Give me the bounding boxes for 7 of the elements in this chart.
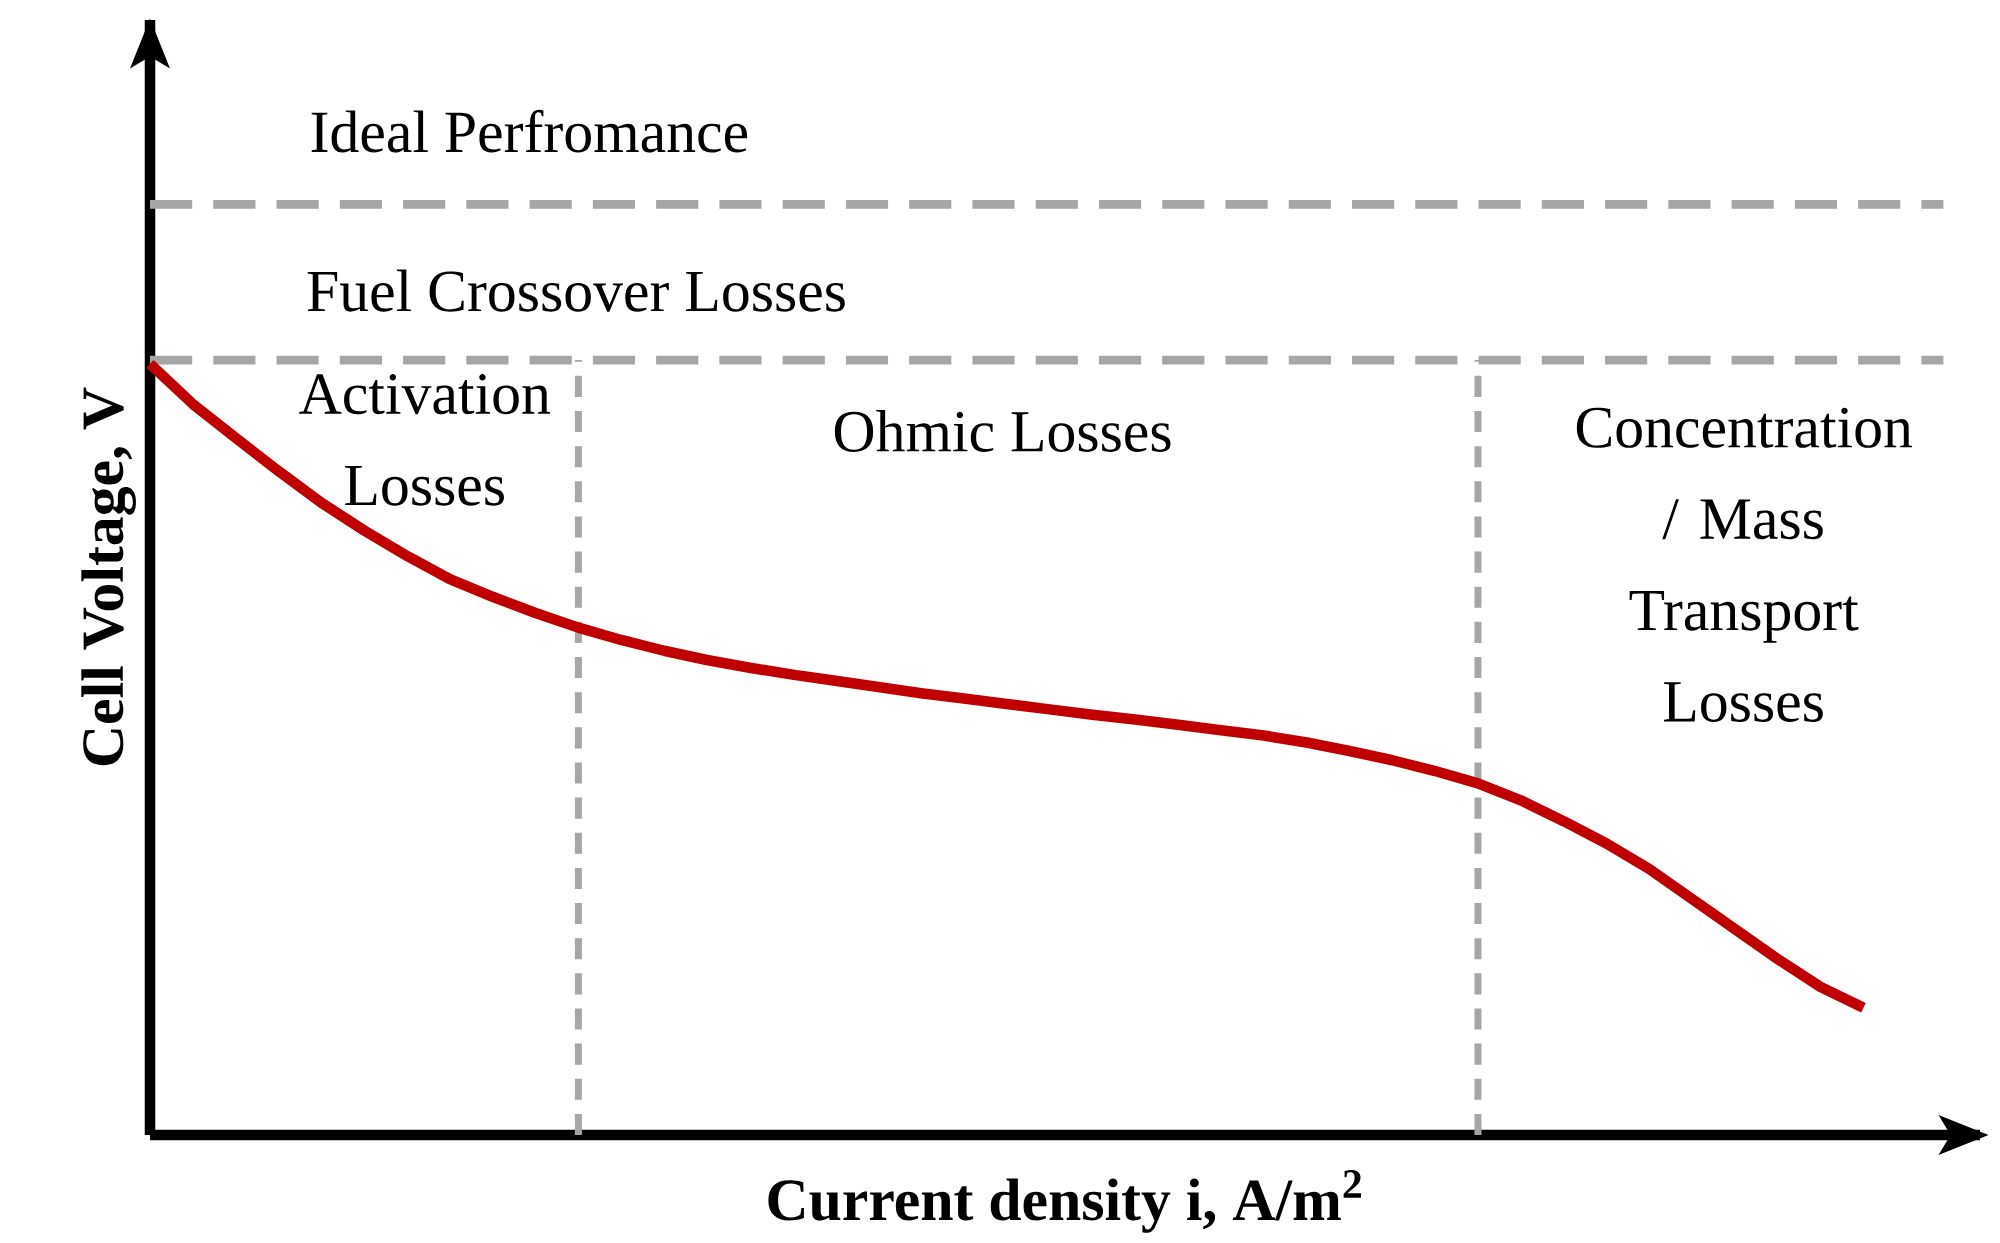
annotation: Activation Losses: [299, 374, 551, 506]
text: Ideal Perfromance: [311, 109, 748, 153]
text: Fuel Crossover Losses: [307, 269, 845, 312]
annotation: Concentration / Mass Transport Losses: [1576, 407, 1913, 722]
x-axis-title: Current density i, A/m$^{2}$: [768, 1170, 1362, 1233]
y-axis-title: Cell Voltage, V: [81, 387, 136, 766]
annotation: Ohmic Losses: [834, 409, 1171, 452]
